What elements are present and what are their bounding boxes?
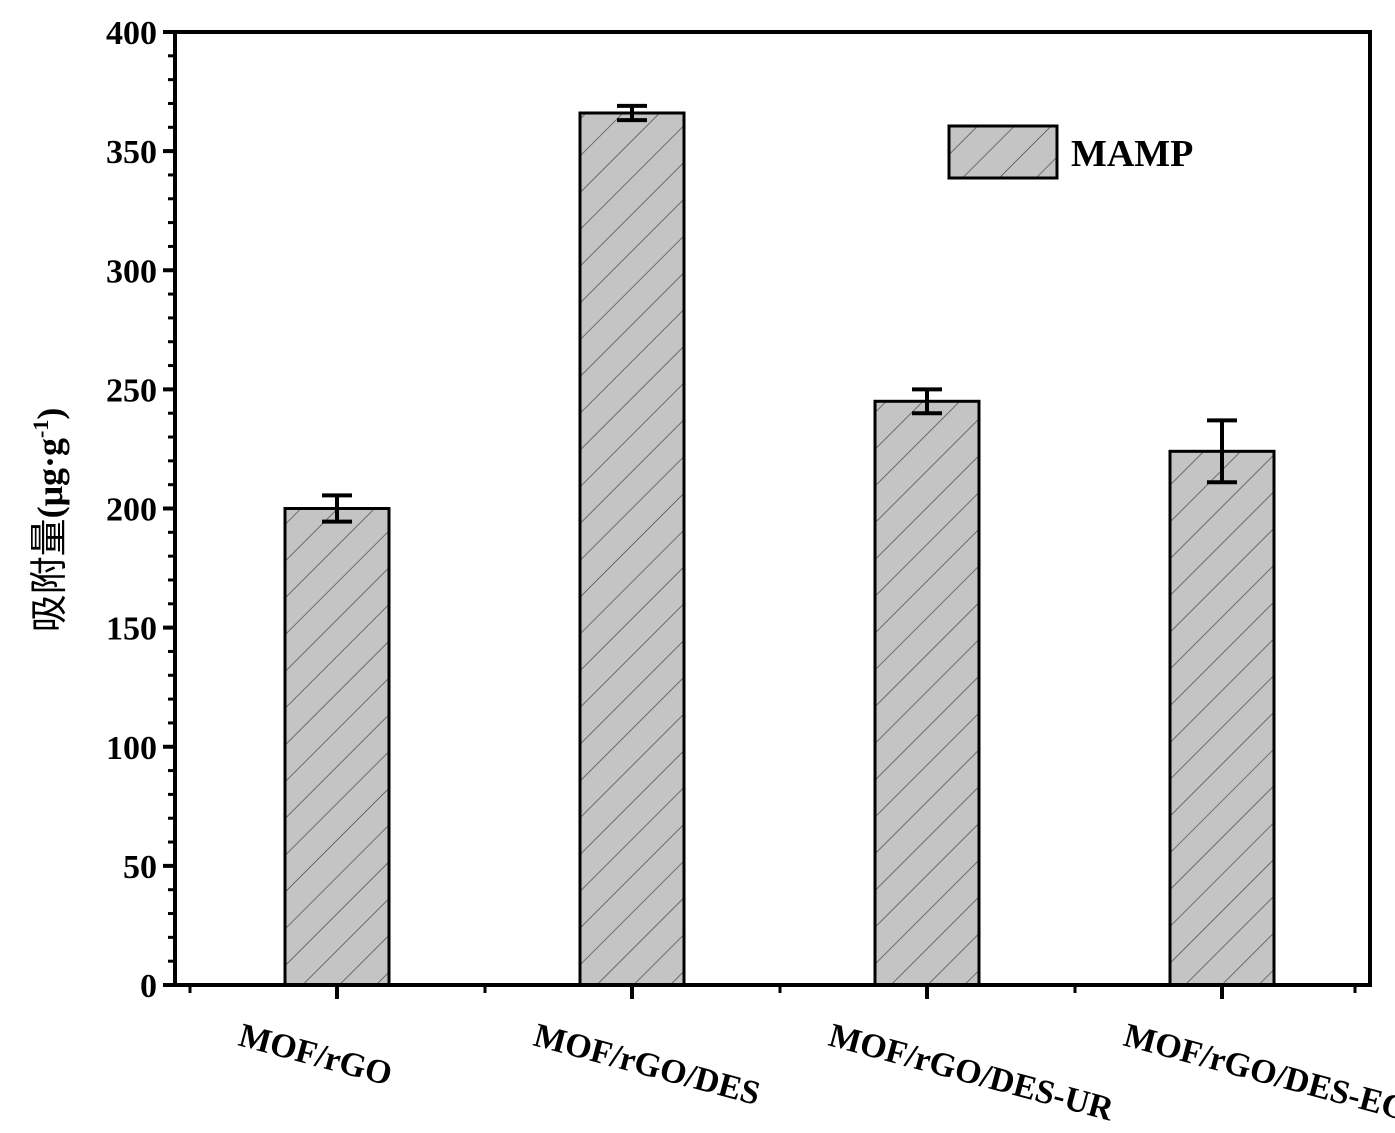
y-tick-label: 350 <box>106 134 157 171</box>
bar-2 <box>873 399 981 987</box>
y-axis-label-sup: -1 <box>28 420 53 438</box>
y-tick-label: 50 <box>123 849 157 886</box>
error-bar-2 <box>912 387 942 416</box>
x-tick-label: MOF/rGO/DES-UR <box>825 1017 1118 1129</box>
y-tick-label: 400 <box>106 15 157 52</box>
bars-group <box>283 103 1276 987</box>
x-tick-label: MOF/rGO <box>235 1017 396 1093</box>
y-tick-label: 150 <box>106 611 157 648</box>
y-tick-label: 250 <box>106 372 157 409</box>
y-axis-label-close: ) <box>30 408 70 420</box>
y-tick-label: 300 <box>106 253 157 290</box>
y-tick-label: 200 <box>106 492 157 529</box>
legend-swatch <box>947 124 1059 180</box>
legend: MAMP <box>947 124 1193 180</box>
y-axis-label: 吸附量(μg·g-1) <box>27 408 71 633</box>
legend-label: MAMP <box>1071 133 1193 175</box>
error-bar-1 <box>617 103 647 123</box>
error-bar-0 <box>322 493 352 524</box>
bar-1 <box>578 111 686 987</box>
bar-0 <box>283 507 391 987</box>
y-tick-label: 100 <box>106 730 157 767</box>
bar-3 <box>1168 449 1276 987</box>
y-axis-label-main: 吸附量 <box>27 518 71 632</box>
y-tick-label: 0 <box>140 968 157 1005</box>
x-tick-label: MOF/rGO/DES-EG <box>1120 1017 1395 1129</box>
y-axis-label-unit: (μg·g <box>30 438 70 518</box>
error-bar-3 <box>1207 418 1237 485</box>
x-tick-label: MOF/rGO/DES <box>530 1017 764 1113</box>
